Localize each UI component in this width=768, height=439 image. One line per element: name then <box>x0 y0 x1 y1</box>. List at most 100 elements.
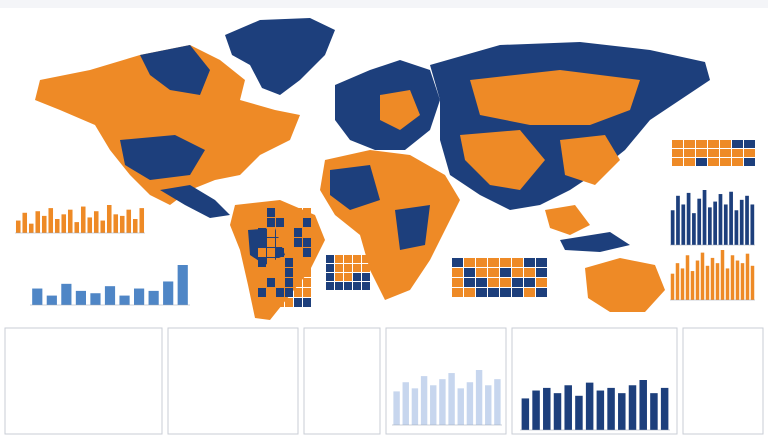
grid-cell <box>335 255 343 263</box>
grid-cell <box>294 208 302 217</box>
grid-cell <box>267 248 275 257</box>
grid-cell <box>267 268 275 277</box>
bar <box>553 393 562 430</box>
bar <box>745 195 749 245</box>
grid-cell <box>285 288 293 297</box>
panel <box>303 327 381 435</box>
bar <box>700 252 705 300</box>
bar <box>685 255 690 300</box>
grid-cell <box>744 158 755 166</box>
bar <box>106 205 112 233</box>
grid-cell <box>276 218 284 227</box>
bar <box>670 273 675 300</box>
bar <box>690 271 695 300</box>
charts <box>15 190 755 431</box>
grid-cell <box>684 140 695 148</box>
bar <box>100 220 106 233</box>
grid-cell <box>524 288 535 297</box>
bar <box>402 382 409 425</box>
grid-cell <box>267 298 275 307</box>
bar <box>718 194 723 245</box>
bar <box>134 288 145 305</box>
grid-cell <box>285 218 293 227</box>
grid-cell <box>488 288 499 297</box>
grid-cell <box>476 278 487 287</box>
bar <box>532 390 540 430</box>
bar <box>697 198 702 245</box>
central-america <box>160 185 230 218</box>
bar <box>745 253 750 300</box>
grid-cell <box>464 258 475 267</box>
bar <box>457 388 464 425</box>
bar <box>596 390 605 430</box>
bar <box>132 219 138 233</box>
bar <box>41 215 47 233</box>
bar <box>420 376 428 425</box>
grid-cell <box>362 264 370 272</box>
grid-cell <box>452 258 463 267</box>
grid-cell <box>258 288 266 297</box>
bar <box>686 192 691 245</box>
grid-cell <box>285 248 293 257</box>
bar <box>713 201 718 245</box>
bar <box>734 210 739 245</box>
grid-cell <box>500 278 511 287</box>
bar <box>710 257 715 300</box>
grid-cell <box>362 282 370 290</box>
grid-cell <box>744 149 755 157</box>
grid-cell <box>267 218 275 227</box>
grid-cell <box>708 140 719 148</box>
bar <box>750 204 755 245</box>
grid-cell <box>452 278 463 287</box>
bar <box>430 385 437 425</box>
grid-cell <box>476 288 487 297</box>
bar <box>543 387 551 430</box>
china <box>560 135 620 185</box>
bar <box>67 209 73 233</box>
grid-cell <box>476 258 487 267</box>
grid-cell <box>267 288 275 297</box>
grid-cell <box>276 288 284 297</box>
north-africa <box>330 165 380 210</box>
grid-cell <box>267 208 275 217</box>
header-strip <box>0 0 768 8</box>
grid-cell <box>326 255 334 263</box>
grid-cell <box>512 268 523 277</box>
bar <box>61 283 72 305</box>
bar <box>660 387 669 430</box>
grid-cell <box>303 268 311 277</box>
grid-cell <box>258 278 266 287</box>
grid-cell <box>303 258 311 267</box>
grid-cell <box>362 273 370 281</box>
grid-cell <box>536 258 547 267</box>
grid-cell <box>344 273 352 281</box>
grid-cell <box>258 238 266 247</box>
bar <box>448 373 455 425</box>
grid-cell <box>732 140 743 148</box>
grid-cell <box>294 298 302 307</box>
grid-cell <box>285 268 293 277</box>
grid-cell <box>353 273 361 281</box>
greenland <box>225 18 335 95</box>
grid-cell <box>303 238 311 247</box>
bar <box>22 212 28 233</box>
grid-cell <box>276 248 284 257</box>
bar <box>485 385 492 425</box>
grid-cell <box>524 268 535 277</box>
usa <box>120 135 205 180</box>
grid-cell <box>362 255 370 263</box>
bar <box>639 380 647 430</box>
grid-cell <box>303 248 311 257</box>
bar <box>113 214 119 233</box>
bar <box>411 388 419 425</box>
grid-cell <box>285 208 293 217</box>
bar <box>607 387 615 430</box>
grid-cell <box>276 238 284 247</box>
grid-cell <box>672 140 683 148</box>
grid-cell <box>452 268 463 277</box>
bar <box>54 219 60 233</box>
grid-cell <box>464 268 475 277</box>
bar <box>739 199 744 245</box>
